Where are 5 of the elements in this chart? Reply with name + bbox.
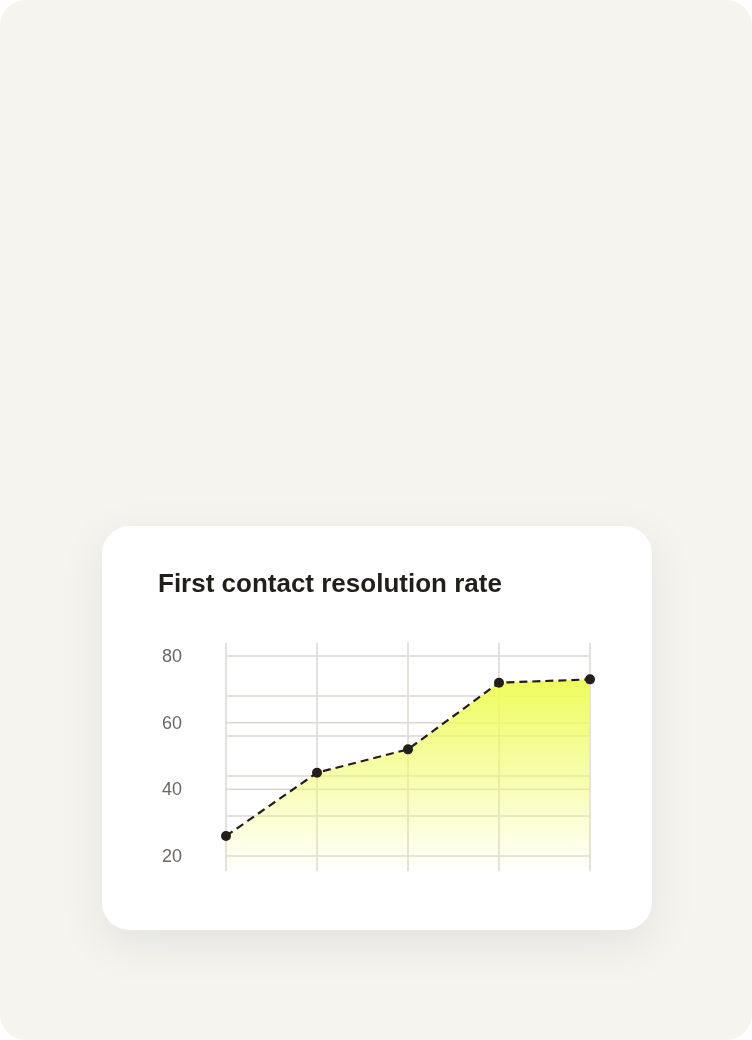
y-tick-label: 40	[161, 779, 182, 800]
y-tick-label: 20	[161, 846, 182, 867]
y-tick-label: 80	[161, 646, 182, 667]
chart-title: First contact resolution rate	[158, 568, 502, 598]
y-tick-label: 60	[161, 712, 182, 733]
